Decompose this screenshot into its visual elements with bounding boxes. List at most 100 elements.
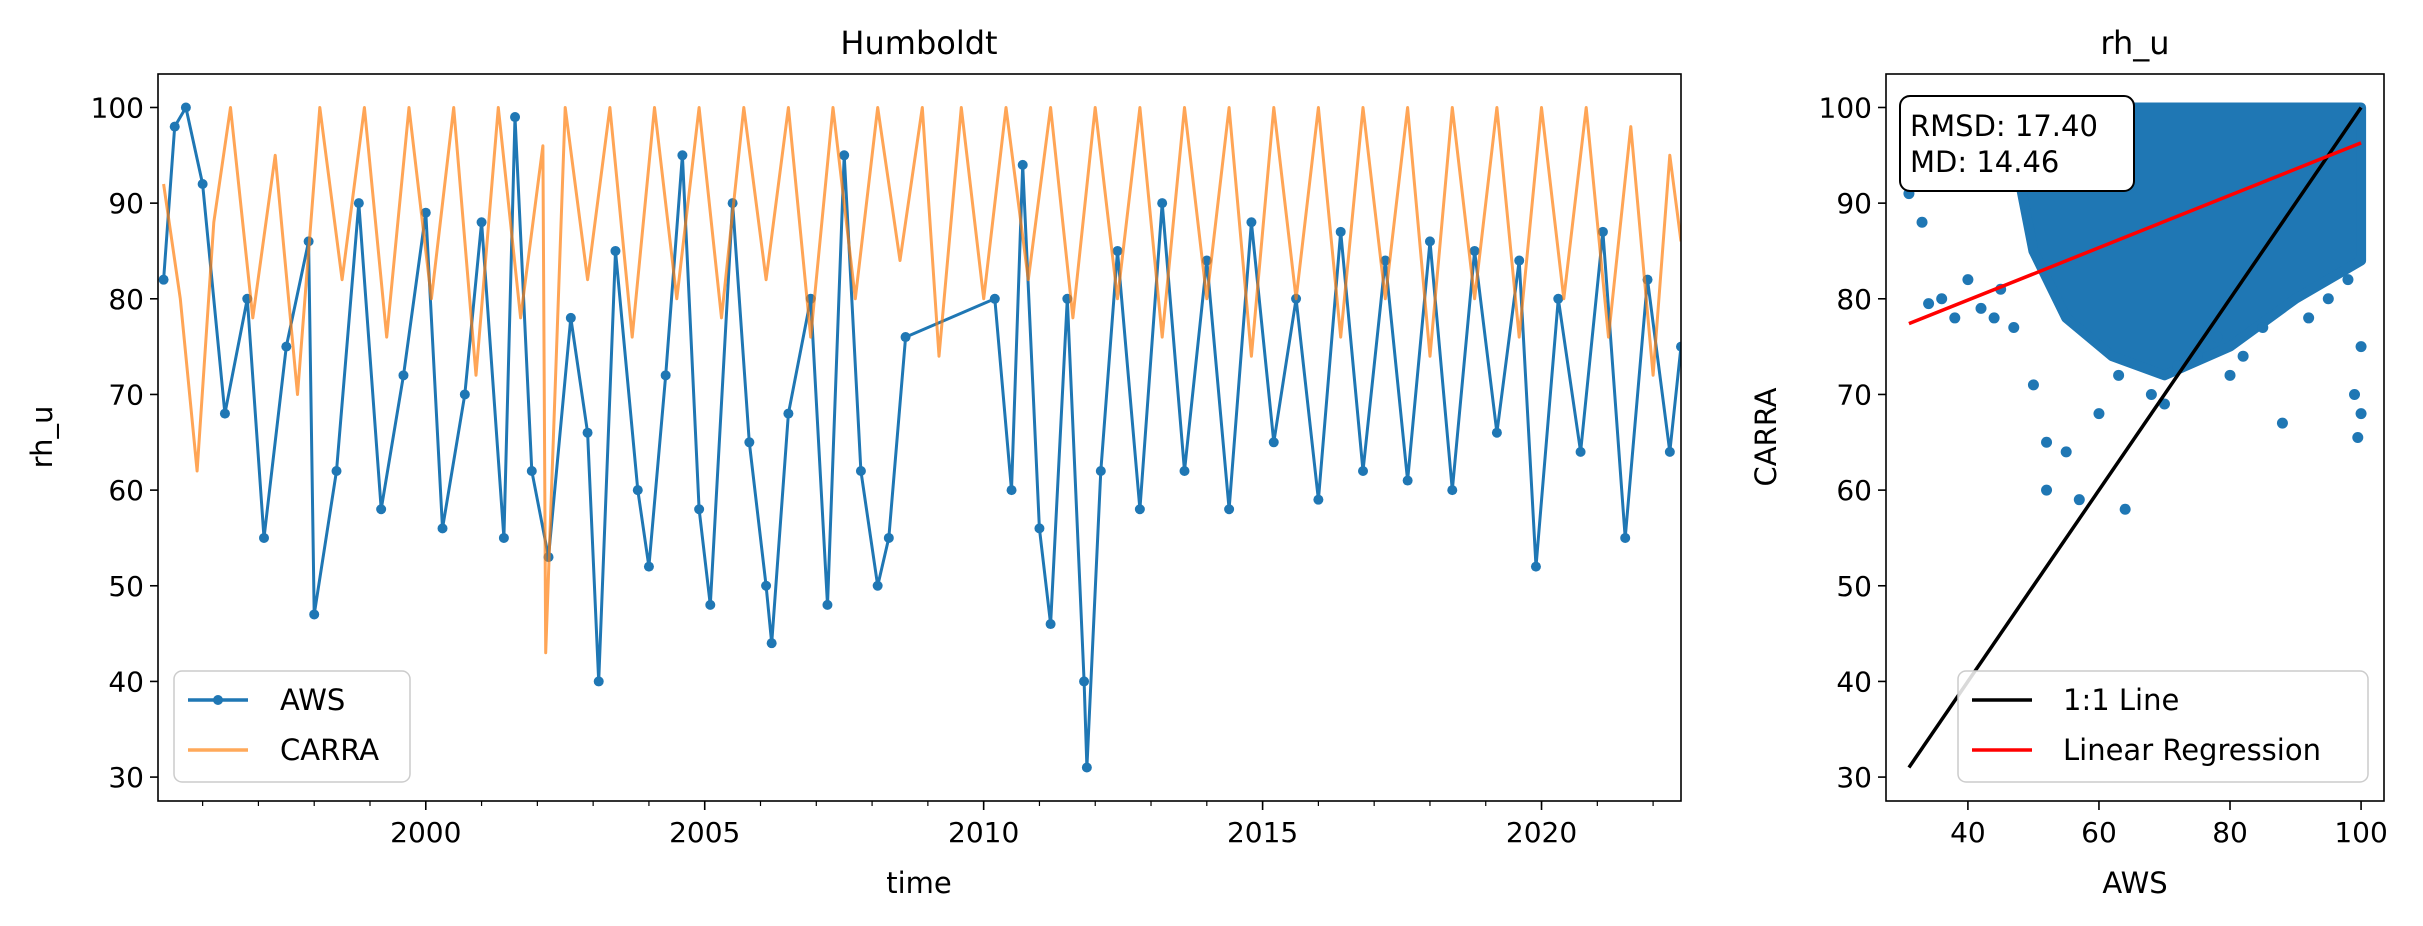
- scatter-legend-box: [1957, 670, 2369, 783]
- scatter-point: [2145, 388, 2157, 400]
- carra-legend-label: CARRA: [280, 733, 379, 767]
- aws-data-point: [761, 580, 772, 591]
- aws-data-point: [437, 523, 448, 534]
- aws-data-point: [1358, 465, 1369, 476]
- aws-data-point: [1402, 475, 1413, 486]
- aws-data-point: [1095, 465, 1106, 476]
- aws-data-point: [180, 102, 191, 113]
- scatter-point: [2093, 408, 2105, 420]
- time-series-legend: AWS CARRA: [173, 670, 411, 783]
- time-series-x-axis-label: time: [886, 866, 952, 900]
- aws-data-point: [1017, 159, 1028, 170]
- aws-data-point: [766, 638, 777, 649]
- scatter-x-tick-label: 60: [2081, 816, 2117, 849]
- aws-data-point: [660, 370, 671, 381]
- aws-data-point: [872, 580, 883, 591]
- time-series-y-axis-label: rh_u: [25, 406, 59, 469]
- aws-data-point: [1034, 523, 1045, 534]
- aws-data-point: [1620, 532, 1631, 543]
- scatter-point: [1962, 274, 1974, 286]
- aws-data-point: [783, 408, 794, 419]
- aws-data-point: [565, 312, 576, 323]
- aws-data-point: [1335, 226, 1346, 237]
- aws-data-point: [1045, 619, 1056, 630]
- aws-data-point: [1246, 217, 1257, 228]
- scatter-point: [2349, 388, 2361, 400]
- aws-data-point: [281, 341, 292, 352]
- aws-data-point: [1380, 255, 1391, 266]
- regression-legend-label: Linear Regression: [2063, 733, 2321, 767]
- scatter-y-tick-label: 90: [1836, 187, 1872, 220]
- x-tick-label: 2000: [390, 816, 461, 849]
- aws-legend-label: AWS: [280, 683, 345, 717]
- aws-data-point: [1134, 504, 1145, 515]
- aws-data-point: [1676, 341, 1681, 352]
- y-tick-label: 100: [91, 91, 144, 124]
- scatter-y-tick-label: 80: [1836, 283, 1872, 316]
- aws-data-point: [1575, 446, 1586, 457]
- scatter-point: [2355, 341, 2367, 353]
- aws-data-point: [476, 217, 487, 228]
- aws-data-point: [510, 112, 521, 123]
- scatter-y-tick-label: 60: [1836, 474, 1872, 507]
- y-tick-label: 50: [108, 570, 144, 603]
- time-series-plot-area: [158, 102, 1681, 773]
- aws-data-point: [1224, 504, 1235, 515]
- aws-data-point: [839, 150, 850, 161]
- scatter-axes-frame: [1885, 73, 2385, 802]
- scatter-point: [1923, 298, 1935, 310]
- aws-series-line: [162, 106, 1681, 769]
- aws-data-point: [1469, 245, 1480, 256]
- scatter-point: [2224, 369, 2236, 381]
- scatter-point: [1936, 293, 1948, 305]
- scatter-legend: 1:1 Line Linear Regression: [1957, 670, 2369, 783]
- scatter-point: [1975, 302, 1987, 314]
- scatter-point: [1916, 216, 1928, 228]
- regression-line: [1908, 141, 2362, 326]
- stats-box-frame: [1899, 95, 2135, 192]
- aws-data-point: [677, 150, 688, 161]
- aws-data-point: [1157, 198, 1168, 209]
- scatter-y-tick-label: 70: [1836, 378, 1872, 411]
- aws-data-point: [258, 532, 269, 543]
- aws-data-point: [1179, 465, 1190, 476]
- y-tick-label: 90: [108, 187, 144, 220]
- one-to-one-legend-label: 1:1 Line: [2063, 683, 2179, 717]
- aws-data-point: [158, 274, 169, 285]
- aws-data-point: [822, 599, 833, 610]
- scatter-x-axis-label: AWS: [2102, 866, 2167, 900]
- aws-data-point: [1079, 676, 1090, 687]
- aws-data-point: [1664, 446, 1675, 457]
- scatter-x-tick-label: 80: [2212, 816, 2248, 849]
- aws-data-point: [309, 609, 320, 620]
- time-series-axes-frame: [157, 73, 1682, 802]
- aws-data-point: [1491, 427, 1502, 438]
- aws-data-point: [1081, 762, 1092, 773]
- aws-data-point: [1268, 437, 1279, 448]
- rmsd-stat: RMSD: 17.40: [1910, 109, 2098, 143]
- time-series-axes: 30 40 50 60 70 80 90 100 2000 2005 2010 2015 2020: [91, 91, 1654, 849]
- scatter-point: [2322, 293, 2334, 305]
- aws-data-point: [632, 485, 643, 496]
- y-tick-label: 40: [108, 665, 144, 698]
- aws-data-point: [526, 465, 537, 476]
- scatter-point: [2027, 379, 2039, 391]
- aws-data-point: [593, 676, 604, 687]
- scatter-panel: 30 40 50 60 70 80 90 100 40 60 80 100 rh_u AWS CARR…: [1749, 24, 2388, 900]
- aws-legend-marker: [213, 695, 223, 705]
- y-tick-label: 80: [108, 283, 144, 316]
- scatter-point: [2008, 321, 2020, 333]
- aws-data-point: [694, 504, 705, 515]
- aws-data-point: [420, 207, 431, 218]
- aws-data-point: [744, 437, 755, 448]
- aws-data-point: [582, 427, 593, 438]
- aws-data-point: [1006, 485, 1017, 496]
- aws-data-point: [498, 532, 509, 543]
- aws-data-point: [169, 121, 180, 132]
- y-tick-label: 30: [108, 761, 144, 794]
- scatter-y-tick-label: 100: [1819, 91, 1872, 124]
- scatter-point: [2119, 503, 2131, 515]
- scatter-x-tick-label: 100: [2334, 816, 2387, 849]
- aws-data-point: [1530, 561, 1541, 572]
- x-tick-label: 2010: [948, 816, 1019, 849]
